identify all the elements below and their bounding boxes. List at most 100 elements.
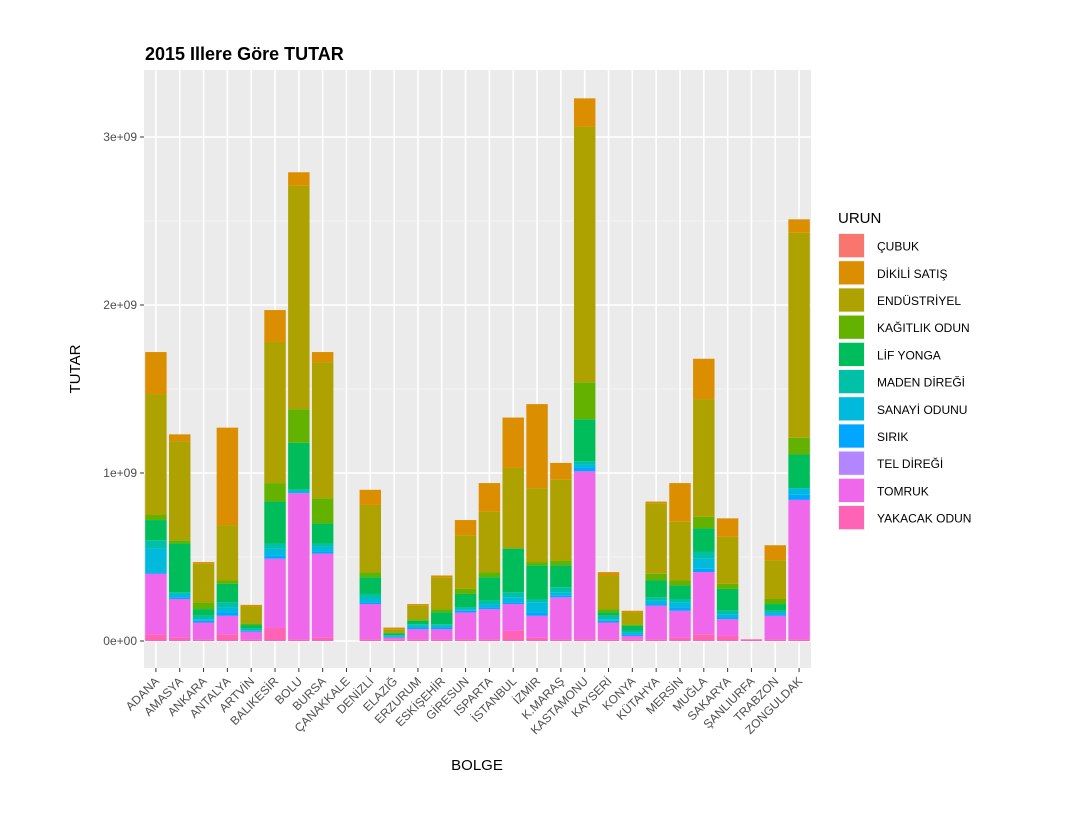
bar-segment (240, 625, 262, 629)
bar-segment (264, 483, 286, 502)
bar-segment (431, 624, 453, 626)
bar-segment (383, 637, 405, 640)
bar-segment (573, 419, 596, 462)
bar-segment (145, 573, 167, 635)
bar-segment (383, 627, 405, 630)
bar-segment (240, 630, 262, 631)
bar-segment (454, 610, 477, 613)
bar-segment (383, 633, 405, 636)
bar-segment (145, 394, 167, 515)
bar-segment (573, 639, 596, 641)
bar-segment (192, 562, 215, 564)
bar-segment (645, 605, 667, 640)
bar-segment (645, 639, 667, 641)
bar-segment (288, 172, 310, 186)
bar-segment (550, 597, 572, 640)
bar-segment (145, 352, 167, 395)
bar-segment (216, 580, 239, 584)
bar-segment (716, 583, 739, 589)
bar-segment (597, 575, 620, 610)
bar-segment (788, 454, 810, 489)
bar-segment (645, 573, 667, 581)
bar-segment (621, 624, 644, 626)
bar-segment (764, 639, 786, 641)
bar-segment (145, 515, 167, 521)
bar-segment (431, 639, 453, 641)
bar-segment (240, 631, 262, 640)
bar-segment (454, 588, 477, 594)
bars (145, 98, 810, 641)
bar-segment (573, 471, 596, 640)
bar-segment (145, 572, 167, 574)
bar-segment (550, 560, 572, 566)
bar-segment (645, 503, 667, 574)
bar-segment (216, 525, 239, 581)
bar-segment (407, 620, 429, 625)
bar-segment (550, 639, 572, 641)
bar-segment (288, 489, 310, 494)
bar-segment (169, 599, 191, 638)
legend-label: TOMRUK (877, 484, 929, 498)
bar-segment (764, 604, 786, 611)
bar-segment (192, 619, 215, 621)
legend-label: ÇUBUK (877, 240, 919, 254)
bar-segment (550, 587, 572, 593)
bar-segment (740, 639, 763, 641)
bar-segment (478, 577, 501, 601)
bar-segment (407, 619, 429, 621)
bar-segment (407, 639, 429, 641)
bar-segment (359, 572, 382, 578)
bar-segment (264, 627, 286, 641)
legend-swatch (839, 315, 864, 339)
bar-segment (407, 604, 429, 606)
bar-segment (240, 623, 262, 626)
bar-segment (407, 605, 429, 620)
bar-segment (502, 467, 524, 549)
bar-segment (192, 615, 215, 620)
bar-segment (550, 595, 572, 598)
bar-segment (240, 630, 262, 632)
bar-segment (145, 634, 167, 641)
bar-segment (502, 602, 524, 605)
bar-segment (621, 639, 644, 641)
bar-segment (192, 602, 215, 610)
bar-segment (359, 504, 382, 573)
bar-segment (288, 639, 310, 641)
bar-segment (502, 592, 524, 598)
bar-segment (192, 622, 215, 640)
bar-segment (431, 625, 453, 628)
bar-segment (169, 593, 191, 598)
legend-label: LİF YONGA (877, 348, 941, 362)
bar-segment (716, 610, 739, 615)
bar-segment (311, 637, 334, 641)
bar-segment (573, 464, 596, 468)
bar-segment (311, 352, 334, 363)
bar-segment (716, 619, 739, 636)
x-axis: ADANAAMASYAANKARAANTALYAARTVİNBALIKESİRB… (123, 668, 805, 737)
bar-segment (383, 639, 405, 641)
bar-segment (597, 622, 620, 640)
bar-segment (169, 434, 191, 442)
bar-segment (383, 632, 405, 634)
bar-segment (407, 627, 429, 630)
legend-swatch (839, 451, 864, 475)
legend-title: URUN (838, 210, 881, 227)
bar-segment (597, 619, 620, 621)
bar-segment (526, 599, 548, 603)
bar-segment (693, 558, 715, 569)
bar-segment (788, 499, 810, 640)
y-tick-label: 3e+09 (103, 130, 137, 144)
bar-segment (669, 637, 691, 641)
bar-segment (454, 535, 477, 589)
bar-segment (311, 543, 334, 547)
bar-segment (454, 520, 477, 536)
bar-segment (216, 427, 239, 526)
bar-segment (597, 615, 620, 620)
bar-segment (526, 565, 548, 599)
bar-segment (502, 417, 524, 468)
bar-segment (359, 639, 382, 641)
y-tick-label: 1e+09 (103, 466, 137, 480)
bar-segment (573, 467, 596, 472)
